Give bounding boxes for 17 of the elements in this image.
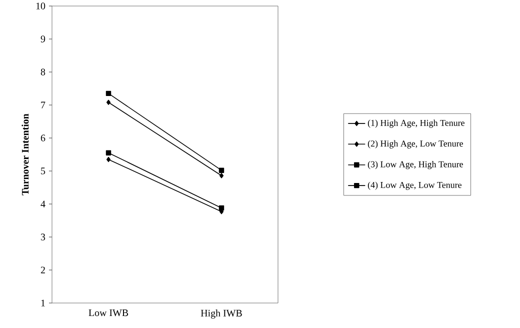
x-tick-label: High IWB xyxy=(200,310,242,319)
y-axis-title: Turnover Intention xyxy=(22,114,29,196)
y-tick-label: 3 xyxy=(40,234,46,240)
y-tick-label: 5 xyxy=(41,168,46,174)
legend-label: (4) Low Age, Low Tenure xyxy=(368,182,462,190)
legend-label: (2) High Age, Low Tenure xyxy=(368,140,463,148)
y-tick-label: 10 xyxy=(36,2,46,10)
y-tick-label: 1 xyxy=(41,300,45,306)
legend-label: (3) Low Age, High Tenure xyxy=(368,161,463,170)
y-tick-label: 7 xyxy=(41,102,46,108)
y-tick-label: 4 xyxy=(40,200,46,208)
y-tick-label: 2 xyxy=(40,266,45,274)
y-tick-label: 6 xyxy=(40,134,46,142)
y-tick-label: 9 xyxy=(40,36,46,42)
legend-label: (1) High Age, High Tenure xyxy=(368,120,464,128)
x-tick-label: Low IWB xyxy=(88,310,128,316)
y-tick-label: 8 xyxy=(40,68,46,76)
